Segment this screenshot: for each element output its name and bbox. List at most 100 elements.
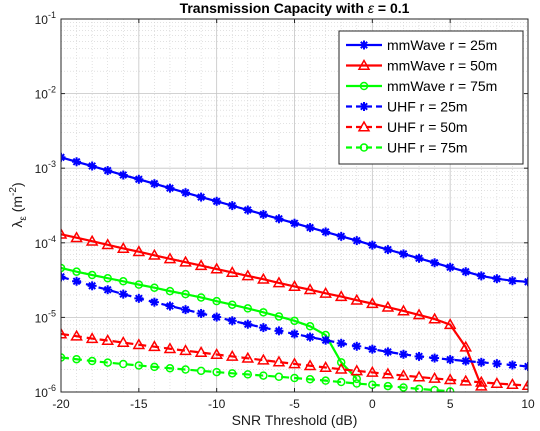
data-point: [87, 161, 97, 171]
legend-label: UHF r = 50m: [387, 119, 468, 135]
data-point: [87, 281, 97, 291]
data-point: [383, 245, 393, 255]
data-point: [288, 279, 301, 291]
data-point: [412, 308, 426, 320]
data-point: [445, 355, 455, 365]
y-tick-label: 10-3: [35, 159, 56, 176]
y-tick-label: 10-6: [35, 383, 56, 400]
data-point: [132, 245, 146, 257]
data-point: [103, 285, 113, 295]
series-1: [61, 152, 528, 287]
data-point: [274, 372, 284, 382]
data-point: [258, 209, 268, 219]
series-3: [61, 263, 362, 384]
data-point: [212, 312, 222, 322]
data-point: [257, 353, 270, 365]
x-tick-label: -20: [52, 397, 70, 411]
data-point: [305, 375, 315, 384]
data-point: [101, 333, 114, 346]
data-point: [397, 369, 410, 381]
data-point: [116, 336, 130, 348]
data-point: [119, 277, 128, 286]
series-layer: [61, 152, 528, 392]
data-point: [321, 376, 330, 385]
data-point: [179, 344, 192, 356]
data-point: [398, 249, 408, 259]
data-point: [150, 283, 159, 292]
x-tick-label: 5: [447, 397, 454, 411]
data-point: [445, 387, 455, 392]
data-point: [72, 267, 81, 276]
data-point: [321, 335, 331, 345]
data-point: [259, 308, 268, 317]
series-6: [61, 353, 455, 392]
data-point: [85, 332, 99, 344]
legend-entry: UHF r = 25m: [346, 99, 468, 115]
data-point: [367, 240, 377, 250]
data-point: [118, 170, 128, 180]
data-point: [243, 370, 253, 379]
data-point: [383, 347, 393, 357]
data-point: [179, 255, 192, 267]
tick-marks: [60, 18, 529, 393]
data-point: [414, 384, 424, 392]
data-point: [163, 342, 177, 354]
data-point: [227, 316, 237, 326]
series-line: [61, 356, 451, 392]
data-point: [258, 323, 268, 333]
data-point: [134, 174, 144, 184]
series-4: [61, 272, 528, 371]
y-tick-label: 10-2: [35, 85, 56, 102]
data-point: [194, 259, 208, 271]
data-point: [430, 385, 439, 392]
data-point: [290, 218, 299, 228]
data-point: [381, 367, 395, 379]
data-point: [165, 364, 175, 373]
data-point: [352, 341, 362, 351]
data-point: [103, 358, 112, 367]
data-point: [523, 361, 528, 371]
data-point: [274, 214, 284, 224]
legend-box: [338, 30, 524, 165]
data-point: [116, 241, 130, 253]
data-point: [181, 365, 190, 374]
data-point: [259, 371, 268, 380]
series-line: [61, 266, 358, 380]
data-point: [359, 81, 369, 91]
data-point: [272, 355, 286, 367]
data-point: [399, 383, 408, 392]
data-point: [397, 304, 410, 316]
data-point: [196, 308, 206, 318]
data-point: [507, 360, 517, 370]
data-point: [336, 358, 346, 367]
data-point: [149, 297, 159, 307]
data-point: [257, 272, 270, 284]
data-point: [290, 373, 299, 383]
data-point: [428, 312, 441, 324]
data-point: [430, 353, 440, 363]
data-point: [381, 300, 395, 312]
data-point: [118, 289, 128, 299]
legend-label: mmWave r = 25m: [387, 37, 497, 53]
data-point: [101, 238, 114, 250]
data-point: [336, 231, 346, 241]
data-point: [196, 366, 206, 376]
data-point: [303, 359, 317, 371]
data-point: [336, 338, 346, 348]
y-axis-label: λε (m-2): [8, 182, 29, 227]
data-point: [352, 236, 362, 246]
data-point: [119, 359, 128, 369]
data-point: [243, 205, 253, 215]
data-point: [61, 263, 66, 273]
data-point: [165, 183, 175, 193]
data-point: [70, 231, 83, 243]
series-line: [61, 332, 528, 387]
data-point: [225, 349, 239, 361]
data-point: [428, 371, 441, 383]
data-point: [196, 192, 206, 202]
data-point: [461, 356, 471, 366]
data-point: [272, 276, 286, 288]
series-5: [61, 327, 528, 391]
data-point: [412, 370, 426, 382]
data-point: [357, 120, 371, 132]
